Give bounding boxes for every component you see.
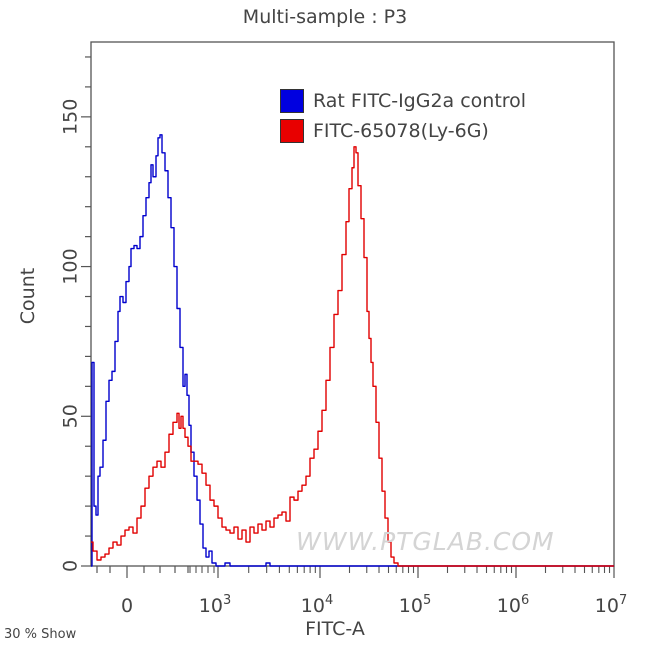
legend-swatch-blue — [280, 89, 304, 113]
series-ly6g-curve — [91, 146, 614, 567]
x-tick-label: 106 — [497, 593, 529, 617]
legend-label: FITC-65078(Ly-6G) — [313, 120, 489, 142]
x-tick-label: 107 — [595, 593, 627, 617]
legend-swatch-red — [280, 119, 304, 143]
y-tick-label: 0 — [60, 560, 82, 572]
y-axis-label: Count — [17, 267, 39, 325]
y-tick-label: 150 — [60, 99, 82, 135]
legend-item-ly6g: FITC-65078(Ly-6G) — [280, 116, 526, 146]
watermark: WWW.PTGLAB.COM — [296, 527, 555, 556]
y-tick-label: 50 — [60, 404, 82, 428]
legend-label: Rat FITC-IgG2a control — [313, 90, 527, 112]
x-tick-label: 0 — [121, 595, 133, 617]
x-tick-label: 103 — [199, 593, 231, 617]
legend: Rat FITC-IgG2a control FITC-65078(Ly-6G) — [280, 86, 526, 146]
chart-title: Multi-sample : P3 — [242, 6, 408, 28]
display-status: 30 % Show — [4, 627, 77, 642]
y-tick-label: 100 — [60, 248, 82, 284]
x-tick-label: 105 — [399, 593, 431, 617]
x-tick-label: 104 — [301, 593, 333, 617]
legend-item-control: Rat FITC-IgG2a control — [280, 86, 526, 116]
series-control-curve — [91, 134, 614, 567]
x-axis-label: FITC-A — [305, 618, 365, 640]
